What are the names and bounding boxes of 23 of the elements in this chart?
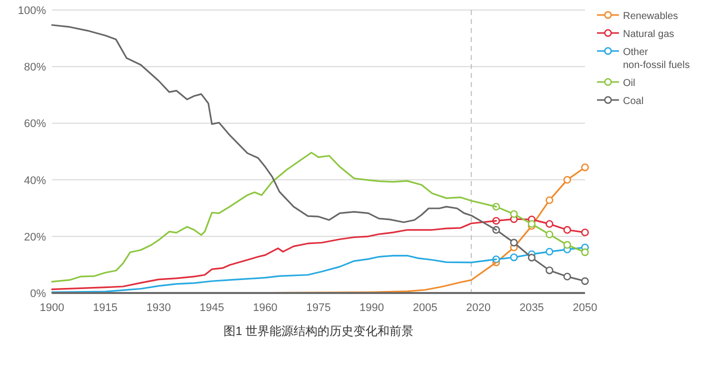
x-tick-label: 2050 [572, 302, 598, 314]
x-tick-label: 1990 [360, 302, 384, 314]
x-tick-label: 1945 [200, 302, 224, 314]
text: 图1 世界能源结构的历史变化和前景 [223, 324, 414, 338]
legend-label: Renewables [623, 11, 678, 22]
y-tick-label: 20% [24, 231, 46, 244]
x-tick-label: 1900 [40, 302, 64, 314]
legend-label: Other non-fossil fuels [623, 47, 690, 71]
x-tick-label: 2005 [412, 302, 438, 314]
y-tick-label: 80% [24, 62, 46, 74]
y-tick-label: 40% [24, 174, 46, 187]
x-tick-label: 2020 [466, 302, 491, 314]
x-tick-label: 1960 [252, 302, 278, 314]
legend-label: Coal [623, 96, 644, 107]
legend-label: Natural gas [623, 29, 674, 40]
x-tick-label: 1975 [306, 302, 331, 314]
legend-label: Oil [623, 78, 636, 89]
y-tick-label: 100% [18, 5, 46, 17]
x-tick-label: 1930 [146, 302, 171, 314]
y-tick-label: 60% [24, 118, 46, 130]
x-tick-label: 2035 [519, 302, 544, 314]
x-tick-label: 1915 [93, 302, 118, 314]
y-tick-label: 0% [30, 288, 46, 300]
